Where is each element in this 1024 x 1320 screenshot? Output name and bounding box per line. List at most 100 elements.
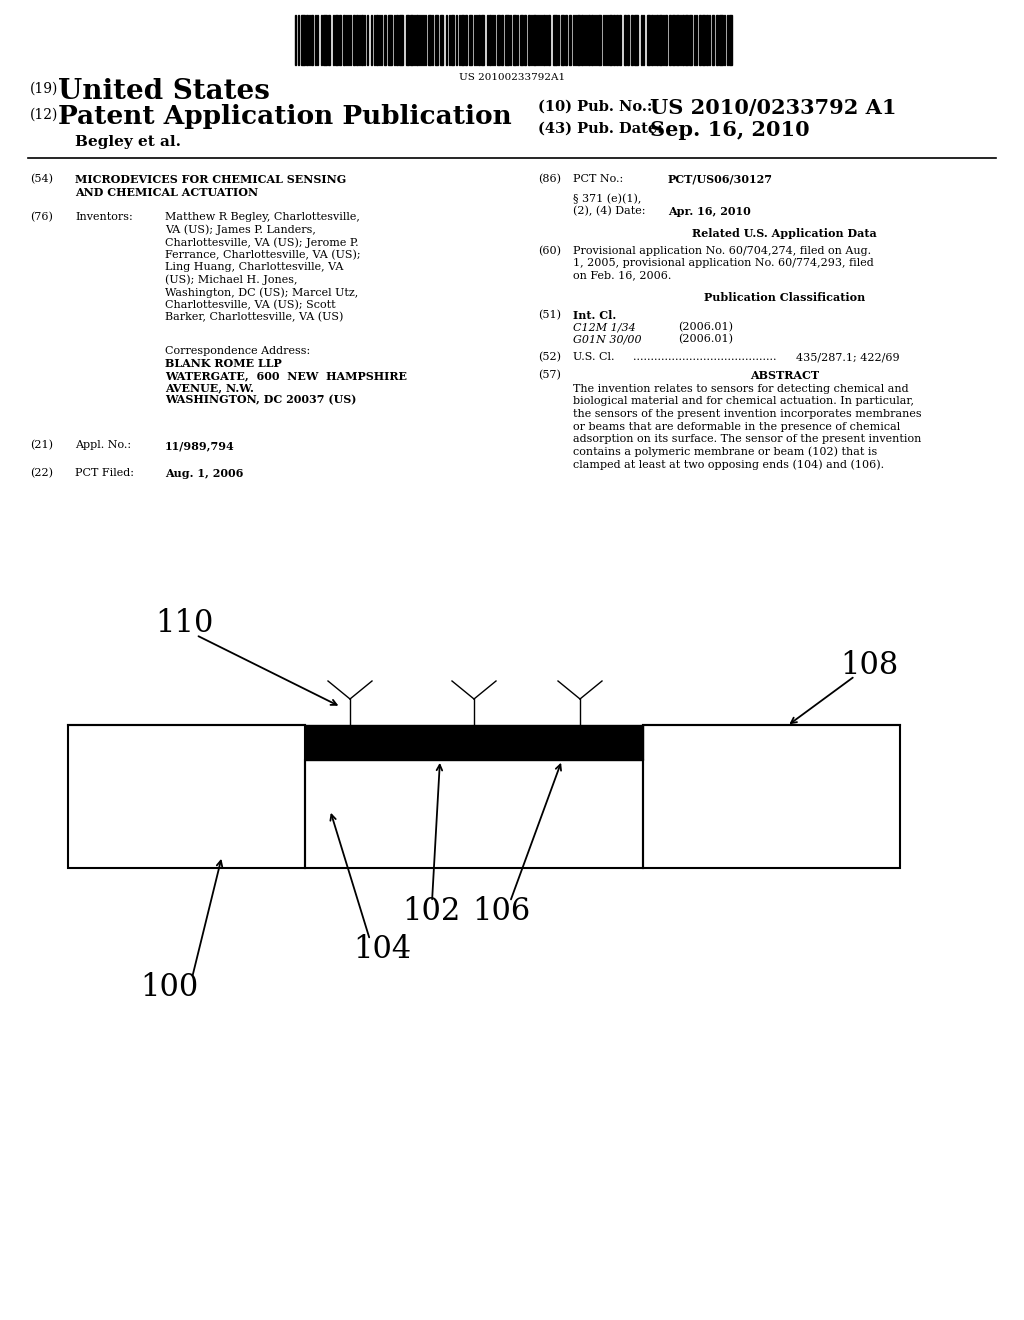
Text: United States: United States <box>58 78 270 106</box>
Bar <box>384 15 386 65</box>
Bar <box>598 15 601 65</box>
Text: (10) Pub. No.:: (10) Pub. No.: <box>538 100 652 114</box>
Text: C12M 1/34: C12M 1/34 <box>573 322 636 333</box>
Bar <box>406 15 409 65</box>
Bar <box>478 15 480 65</box>
Bar <box>634 15 638 65</box>
Text: US 20100233792A1: US 20100233792A1 <box>459 73 565 82</box>
Text: Matthew R Begley, Charlottesville,: Matthew R Begley, Charlottesville, <box>165 213 359 222</box>
Bar <box>353 15 355 65</box>
Bar <box>428 15 431 65</box>
Bar <box>618 15 621 65</box>
Text: (43) Pub. Date:: (43) Pub. Date: <box>538 121 663 136</box>
Bar <box>361 15 362 65</box>
Text: PCT/US06/30127: PCT/US06/30127 <box>668 174 773 185</box>
Text: (54): (54) <box>30 174 53 185</box>
Bar <box>513 15 516 65</box>
Text: Washington, DC (US); Marcel Utz,: Washington, DC (US); Marcel Utz, <box>165 286 358 297</box>
Bar <box>609 15 612 65</box>
Bar <box>627 15 629 65</box>
Text: or beams that are deformable in the presence of chemical: or beams that are deformable in the pres… <box>573 421 900 432</box>
Text: Aug. 1, 2006: Aug. 1, 2006 <box>165 469 244 479</box>
Text: 110: 110 <box>155 609 213 639</box>
Bar <box>388 15 392 65</box>
Bar <box>706 15 708 65</box>
Text: Provisional application No. 60/704,274, filed on Aug.: Provisional application No. 60/704,274, … <box>573 246 871 256</box>
Bar <box>712 15 714 65</box>
Text: BLANK ROME LLP: BLANK ROME LLP <box>165 358 282 370</box>
Text: US 2010/0233792 A1: US 2010/0233792 A1 <box>650 98 896 117</box>
Bar <box>323 15 327 65</box>
Text: (21): (21) <box>30 440 53 450</box>
Text: PCT No.:: PCT No.: <box>573 174 624 183</box>
Bar <box>465 15 467 65</box>
Bar <box>440 15 443 65</box>
Bar <box>616 15 618 65</box>
Bar <box>659 15 662 65</box>
Bar <box>643 725 900 869</box>
Bar <box>520 15 523 65</box>
Text: Related U.S. Application Data: Related U.S. Application Data <box>692 228 877 239</box>
Text: Apr. 16, 2010: Apr. 16, 2010 <box>668 206 751 216</box>
Bar <box>631 15 633 65</box>
Bar <box>543 15 545 65</box>
Bar <box>451 15 454 65</box>
Text: MICRODEVICES FOR CHEMICAL SENSING: MICRODEVICES FOR CHEMICAL SENSING <box>75 174 346 185</box>
Bar <box>719 15 723 65</box>
Text: WASHINGTON, DC 20037 (US): WASHINGTON, DC 20037 (US) <box>165 393 356 405</box>
Text: G01N 30/00: G01N 30/00 <box>573 334 642 345</box>
Bar <box>577 15 580 65</box>
Bar <box>435 15 438 65</box>
Text: adsorption on its surface. The sensor of the present invention: adsorption on its surface. The sensor of… <box>573 434 922 444</box>
Text: contains a polymeric membrane or beam (102) that is: contains a polymeric membrane or beam (1… <box>573 446 878 457</box>
Bar <box>328 15 330 65</box>
Bar <box>335 15 338 65</box>
Bar <box>613 15 615 65</box>
Bar <box>581 15 583 65</box>
Text: on Feb. 16, 2006.: on Feb. 16, 2006. <box>573 271 672 280</box>
Bar <box>656 15 658 65</box>
Text: 106: 106 <box>472 896 530 928</box>
Bar <box>528 15 530 65</box>
Text: Ferrance, Charlottesville, VA (US);: Ferrance, Charlottesville, VA (US); <box>165 249 360 260</box>
Text: Publication Classification: Publication Classification <box>703 292 865 304</box>
Bar <box>343 15 345 65</box>
Text: PCT Filed:: PCT Filed: <box>75 469 134 478</box>
Bar <box>481 15 484 65</box>
Bar <box>301 15 305 65</box>
Bar <box>676 15 679 65</box>
Text: (19): (19) <box>30 82 58 96</box>
Bar <box>305 725 643 760</box>
Text: Ling Huang, Charlottesville, VA: Ling Huang, Charlottesville, VA <box>165 261 343 272</box>
Text: (2006.01): (2006.01) <box>678 334 733 345</box>
Bar <box>591 15 593 65</box>
Text: Int. Cl.: Int. Cl. <box>573 310 616 321</box>
Bar <box>651 15 653 65</box>
Text: (57): (57) <box>538 370 561 380</box>
Text: Charlottesville, VA (US); Jerome P.: Charlottesville, VA (US); Jerome P. <box>165 238 358 248</box>
Bar <box>356 15 358 65</box>
Text: Patent Application Publication: Patent Application Publication <box>58 104 512 129</box>
Bar <box>501 15 503 65</box>
Text: 104: 104 <box>353 935 411 965</box>
Bar <box>461 15 464 65</box>
Bar <box>669 15 671 65</box>
Text: clamped at least at two opposing ends (104) and (106).: clamped at least at two opposing ends (1… <box>573 459 884 470</box>
Bar <box>68 725 305 869</box>
Text: Inventors:: Inventors: <box>75 213 133 222</box>
Text: (22): (22) <box>30 469 53 478</box>
Text: 100: 100 <box>140 973 199 1003</box>
Bar <box>339 15 341 65</box>
Bar <box>665 15 667 65</box>
Text: Charlottesville, VA (US); Scott: Charlottesville, VA (US); Scott <box>165 300 336 310</box>
Bar <box>569 15 571 65</box>
Text: WATERGATE,  600  NEW  HAMPSHIRE: WATERGATE, 600 NEW HAMPSHIRE <box>165 370 407 381</box>
Bar <box>396 15 398 65</box>
Bar <box>489 15 490 65</box>
Bar <box>702 15 705 65</box>
Text: 435/287.1; 422/69: 435/287.1; 422/69 <box>796 352 900 362</box>
Text: 102: 102 <box>402 896 461 928</box>
Bar <box>553 15 557 65</box>
Bar <box>647 15 650 65</box>
Bar <box>399 15 403 65</box>
